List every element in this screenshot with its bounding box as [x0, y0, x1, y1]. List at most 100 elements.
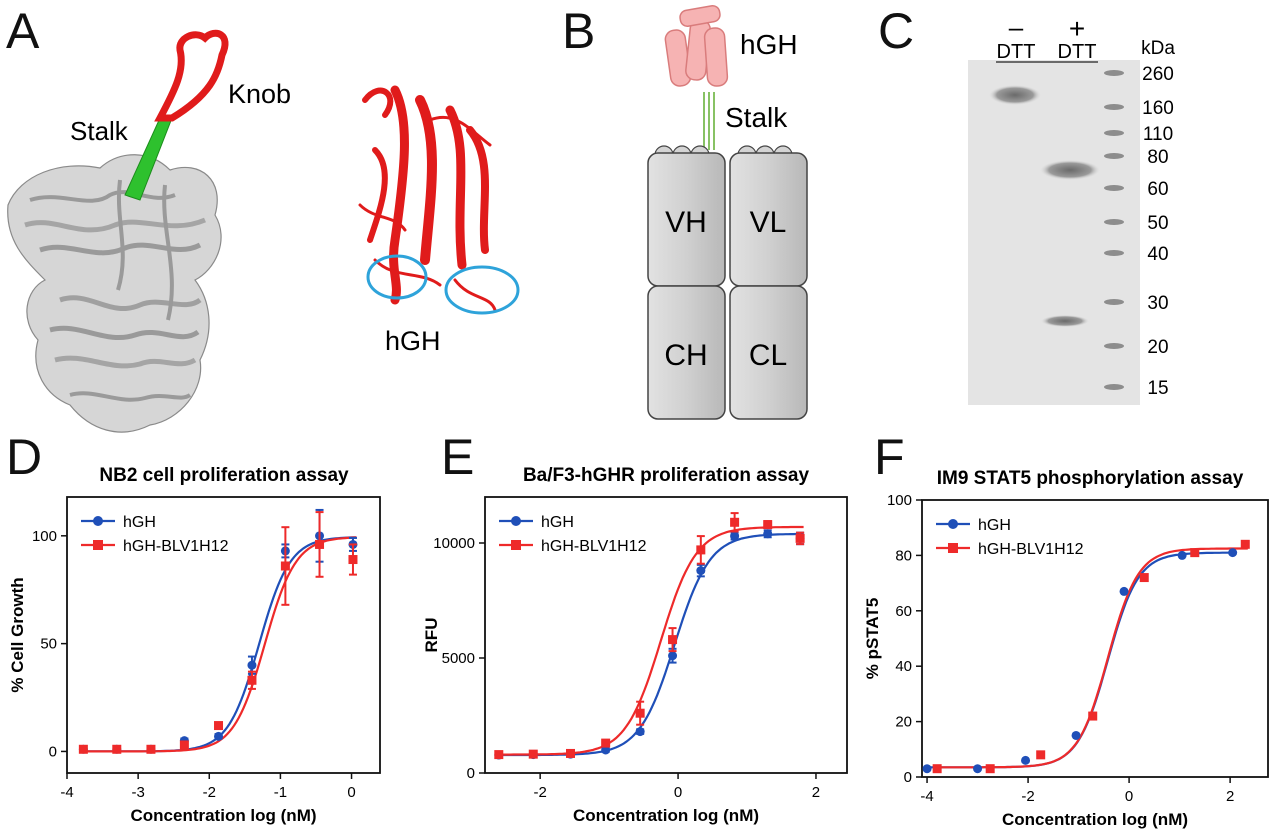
lane-dtt-label-1: DTT	[997, 41, 1036, 63]
data-point-hgh	[635, 727, 645, 737]
y-tick-label: 50	[40, 636, 57, 653]
data-point-hgh-blv1h12	[315, 539, 325, 549]
legend-label: hGH	[541, 514, 574, 531]
data-point-hgh-blv1h12	[763, 520, 773, 530]
band-light-chain	[1041, 315, 1089, 327]
legend-label: hGH-BLV1H12	[978, 541, 1084, 558]
chart-title: NB2 cell proliferation assay	[99, 465, 349, 486]
data-point-hgh-blv1h12	[1036, 750, 1046, 760]
data-point-hgh	[601, 745, 611, 755]
kda-unit-label: kDa	[1141, 38, 1175, 59]
panel-letter-a: A	[6, 3, 40, 59]
panel-letter-c: C	[878, 3, 915, 59]
marker-label-160: 160	[1142, 98, 1174, 119]
vh-label: VH	[665, 206, 707, 239]
data-point-hgh-blv1h12	[696, 545, 706, 555]
y-tick-label: 10000	[433, 535, 475, 552]
legend-label: hGH-BLV1H12	[123, 538, 229, 555]
data-point-hgh	[1071, 730, 1081, 740]
x-tick-label: -2	[203, 784, 216, 801]
knob-label: Knob	[228, 79, 291, 109]
x-tick-label: -4	[60, 784, 73, 801]
data-point-hgh-blv1h12	[730, 517, 740, 527]
y-axis-label: % Cell Growth	[8, 577, 27, 692]
data-point-hgh	[1228, 548, 1238, 558]
y-tick-label: 5000	[442, 650, 475, 667]
data-point-hgh-blv1h12	[635, 708, 645, 718]
lane-minus-sign: –	[1009, 12, 1024, 42]
ch-label: CH	[664, 339, 707, 372]
fit-curve-hgh	[79, 536, 357, 753]
data-point-hgh-blv1h12	[795, 533, 805, 543]
binding-site-circle-right	[444, 265, 520, 315]
chart-E: Ba/F3-hGHR proliferation assay -2 0 2 0 5000 1…	[422, 465, 848, 825]
knob-ribbon	[154, 29, 229, 122]
data-point-hgh-blv1h12	[985, 764, 995, 774]
data-point-hgh	[763, 529, 773, 539]
x-tick-label: -3	[131, 784, 144, 801]
ladder-band-110	[1104, 130, 1124, 136]
y-tick-label: 100	[32, 528, 57, 545]
y-tick-label: 20	[895, 714, 912, 731]
x-axis-label: Concentration log (nM)	[573, 806, 759, 825]
data-point-hgh	[696, 566, 706, 576]
y-tick-label: 40	[895, 658, 912, 675]
marker-label-15: 15	[1147, 378, 1168, 399]
marker-label-110: 110	[1143, 124, 1173, 145]
ladder-band-260	[1104, 70, 1124, 76]
data-point-hgh	[973, 764, 983, 774]
data-point-hgh	[730, 531, 740, 541]
plot-frame	[921, 499, 1269, 778]
x-tick-label: -2	[533, 784, 546, 801]
fit-curve-hgh-blv1h12	[79, 536, 357, 753]
binding-site-circle-left	[366, 254, 428, 300]
y-tick-label: 0	[467, 765, 475, 782]
ladder-band-15	[1104, 384, 1124, 390]
chart-title: IM9 STAT5 phosphorylation assay	[937, 468, 1244, 489]
antibody-ribbon-illustration	[7, 154, 222, 433]
legend-label: hGH-BLV1H12	[541, 538, 647, 555]
hgh-cylinders-icon	[664, 5, 729, 87]
data-point-hgh-blv1h12	[1190, 548, 1200, 558]
data-point-hgh	[247, 660, 257, 670]
plot-frame	[66, 496, 381, 774]
ch-domain	[647, 285, 726, 420]
data-point-hgh-blv1h12	[348, 555, 358, 565]
legend-label: hGH	[978, 517, 1011, 534]
data-point-hgh-blv1h12	[247, 675, 257, 685]
marker-label-30: 30	[1147, 293, 1168, 314]
data-point-hgh	[1021, 755, 1031, 765]
legend-marker-square	[93, 540, 103, 550]
data-point-hgh-blv1h12	[668, 635, 678, 645]
band-intact-igg	[989, 85, 1041, 105]
data-point-hgh	[668, 651, 678, 661]
y-tick-label: 60	[895, 603, 912, 620]
data-point-hgh-blv1h12	[528, 749, 538, 759]
legend-marker-square	[948, 543, 958, 553]
chart-title: Ba/F3-hGHR proliferation assay	[523, 465, 810, 486]
data-point-hgh	[214, 731, 224, 741]
stalk-label-b: Stalk	[725, 102, 788, 133]
y-axis-label: % pSTAT5	[863, 598, 882, 680]
panel-letter-e: E	[441, 429, 475, 485]
data-point-hgh-blv1h12	[146, 744, 156, 754]
marker-label-40: 40	[1147, 244, 1168, 265]
cl-domain	[729, 285, 808, 420]
marker-label-80: 80	[1147, 147, 1168, 168]
data-point-hgh-blv1h12	[112, 744, 122, 754]
stalk-lines	[703, 92, 715, 150]
y-tick-label: 0	[49, 743, 57, 760]
data-point-hgh-blv1h12	[214, 721, 224, 731]
marker-label-20: 20	[1147, 337, 1168, 358]
x-axis-label: Concentration log (nM)	[1002, 810, 1188, 829]
panel-letter-f: F	[874, 429, 905, 485]
fit-curve-hgh	[495, 532, 804, 757]
x-axis-label: Concentration log (nM)	[130, 806, 316, 825]
ladder-band-40	[1104, 250, 1124, 256]
x-tick-label: 2	[1226, 788, 1234, 805]
fit-curve-hgh-blv1h12	[495, 525, 804, 756]
